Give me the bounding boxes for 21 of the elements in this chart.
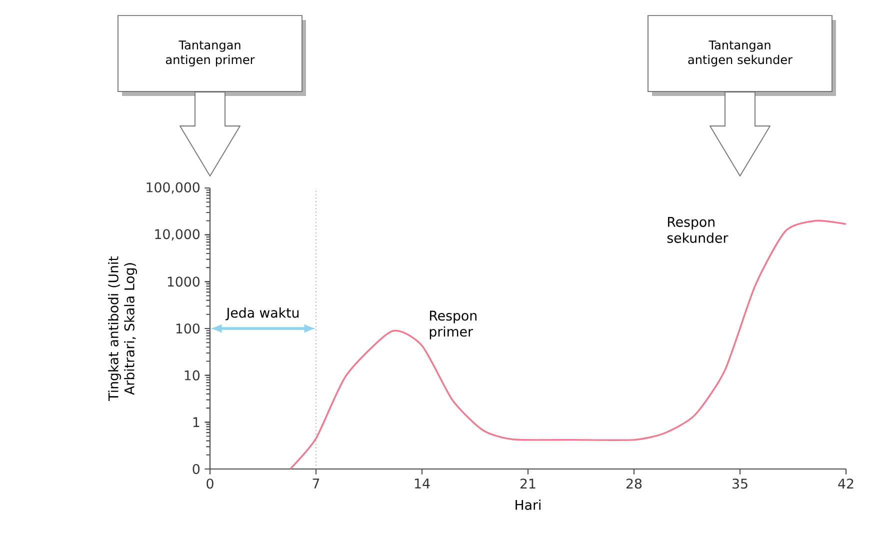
x-tick-label: 28 [626, 478, 642, 489]
x-tick-label: 7 [312, 478, 320, 488]
annotation: Respon sekunder [667, 217, 728, 243]
x-tick-label: 0 [206, 478, 214, 489]
x-tick-label: 35 [732, 478, 748, 489]
text: Tantangan antigen sekunder [688, 40, 793, 66]
y-tick-label: 100,000 [146, 182, 200, 194]
y-tick-label: 1000 [168, 276, 200, 287]
x-axis-title: Hari [516, 500, 540, 510]
text: Tantangan antigen primer [166, 40, 255, 66]
y-tick-label: 0 [192, 464, 200, 474]
x-tick-label: 21 [520, 478, 536, 488]
x-tick-label: 14 [414, 478, 430, 488]
x-tick-label: 42 [838, 478, 854, 488]
annotation: Respon primer [430, 310, 476, 340]
y-tick-label: 1 [193, 417, 200, 428]
y-axis-title: Tingkat antibodi (Unit Arbitrari, Skala Log) [108, 256, 138, 401]
y-tick-label: 10 [184, 370, 200, 380]
annotation: Jeda waktu [226, 307, 299, 320]
y-tick-label: 100 [176, 323, 200, 334]
y-tick-label: 10,000 [155, 229, 200, 241]
